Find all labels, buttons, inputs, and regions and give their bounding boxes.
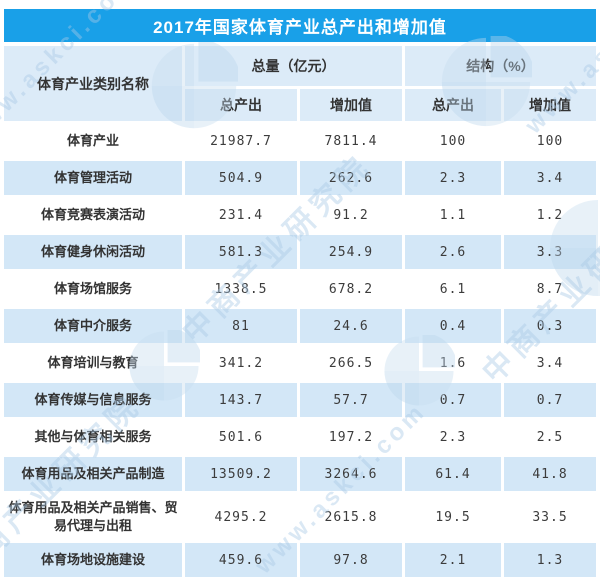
cell-value: 33.5 xyxy=(504,494,596,540)
cell-value: 197.2 xyxy=(300,420,402,454)
row-category: 体育传媒与信息服务 xyxy=(4,383,182,417)
cell-value: 254.9 xyxy=(300,235,402,269)
cell-value: 6.1 xyxy=(405,272,501,306)
cell-value: 1.3 xyxy=(504,543,596,577)
row-category: 体育培训与教育 xyxy=(4,346,182,380)
cell-value: 581.3 xyxy=(185,235,297,269)
col-group-amount: 总量（亿元） xyxy=(185,46,402,86)
row-category: 体育中介服务 xyxy=(4,309,182,343)
cell-value: 0.3 xyxy=(504,309,596,343)
cell-value: 2.6 xyxy=(405,235,501,269)
data-table: 体育产业类别名称 总量（亿元） 结构（%） 总产出 增加值 总产出 增加值 体育… xyxy=(4,46,596,577)
row-category: 体育场馆服务 xyxy=(4,272,182,306)
cell-value: 0.4 xyxy=(405,309,501,343)
cell-value: 3264.6 xyxy=(300,457,402,491)
cell-value: 2615.8 xyxy=(300,494,402,540)
row-category: 体育健身休闲活动 xyxy=(4,235,182,269)
cell-value: 61.4 xyxy=(405,457,501,491)
row-category: 体育用品及相关产品制造 xyxy=(4,457,182,491)
row-category: 体育场地设施建设 xyxy=(4,543,182,577)
figure-title: 2017年国家体育产业总产出和增加值 xyxy=(4,9,596,42)
row-category: 体育产业 xyxy=(4,124,182,158)
col-header-category: 体育产业类别名称 xyxy=(4,46,182,121)
cell-value: 7811.4 xyxy=(300,124,402,158)
cell-value: 459.6 xyxy=(185,543,297,577)
col-header-structure-output: 总产出 xyxy=(405,89,501,121)
cell-value: 57.7 xyxy=(300,383,402,417)
col-header-amount-output: 总产出 xyxy=(185,89,297,121)
cell-value: 8.7 xyxy=(504,272,596,306)
cell-value: 100 xyxy=(504,124,596,158)
cell-value: 504.9 xyxy=(185,161,297,195)
cell-value: 1.2 xyxy=(504,198,596,232)
cell-value: 0.7 xyxy=(405,383,501,417)
cell-value: 41.8 xyxy=(504,457,596,491)
cell-value: 13509.2 xyxy=(185,457,297,491)
cell-value: 24.6 xyxy=(300,309,402,343)
cell-value: 2.5 xyxy=(504,420,596,454)
cell-value: 143.7 xyxy=(185,383,297,417)
row-category: 体育管理活动 xyxy=(4,161,182,195)
cell-value: 91.2 xyxy=(300,198,402,232)
row-category: 体育用品及相关产品销售、贸易代理与出租 xyxy=(4,494,182,540)
cell-value: 266.5 xyxy=(300,346,402,380)
cell-value: 81 xyxy=(185,309,297,343)
cell-value: 501.6 xyxy=(185,420,297,454)
col-header-amount-added: 增加值 xyxy=(300,89,402,121)
col-header-structure-added: 增加值 xyxy=(504,89,596,121)
cell-value: 2.3 xyxy=(405,420,501,454)
cell-value: 100 xyxy=(405,124,501,158)
col-group-structure: 结构（%） xyxy=(405,46,596,86)
cell-value: 1338.5 xyxy=(185,272,297,306)
cell-value: 3.4 xyxy=(504,161,596,195)
cell-value: 0.7 xyxy=(504,383,596,417)
row-category: 其他与体育相关服务 xyxy=(4,420,182,454)
cell-value: 19.5 xyxy=(405,494,501,540)
cell-value: 3.3 xyxy=(504,235,596,269)
cell-value: 1.1 xyxy=(405,198,501,232)
row-category: 体育竞赛表演活动 xyxy=(4,198,182,232)
cell-value: 2.1 xyxy=(405,543,501,577)
cell-value: 262.6 xyxy=(300,161,402,195)
cell-value: 678.2 xyxy=(300,272,402,306)
cell-value: 3.4 xyxy=(504,346,596,380)
cell-value: 97.8 xyxy=(300,543,402,577)
cell-value: 1.6 xyxy=(405,346,501,380)
cell-value: 4295.2 xyxy=(185,494,297,540)
cell-value: 341.2 xyxy=(185,346,297,380)
cell-value: 2.3 xyxy=(405,161,501,195)
cell-value: 21987.7 xyxy=(185,124,297,158)
cell-value: 231.4 xyxy=(185,198,297,232)
